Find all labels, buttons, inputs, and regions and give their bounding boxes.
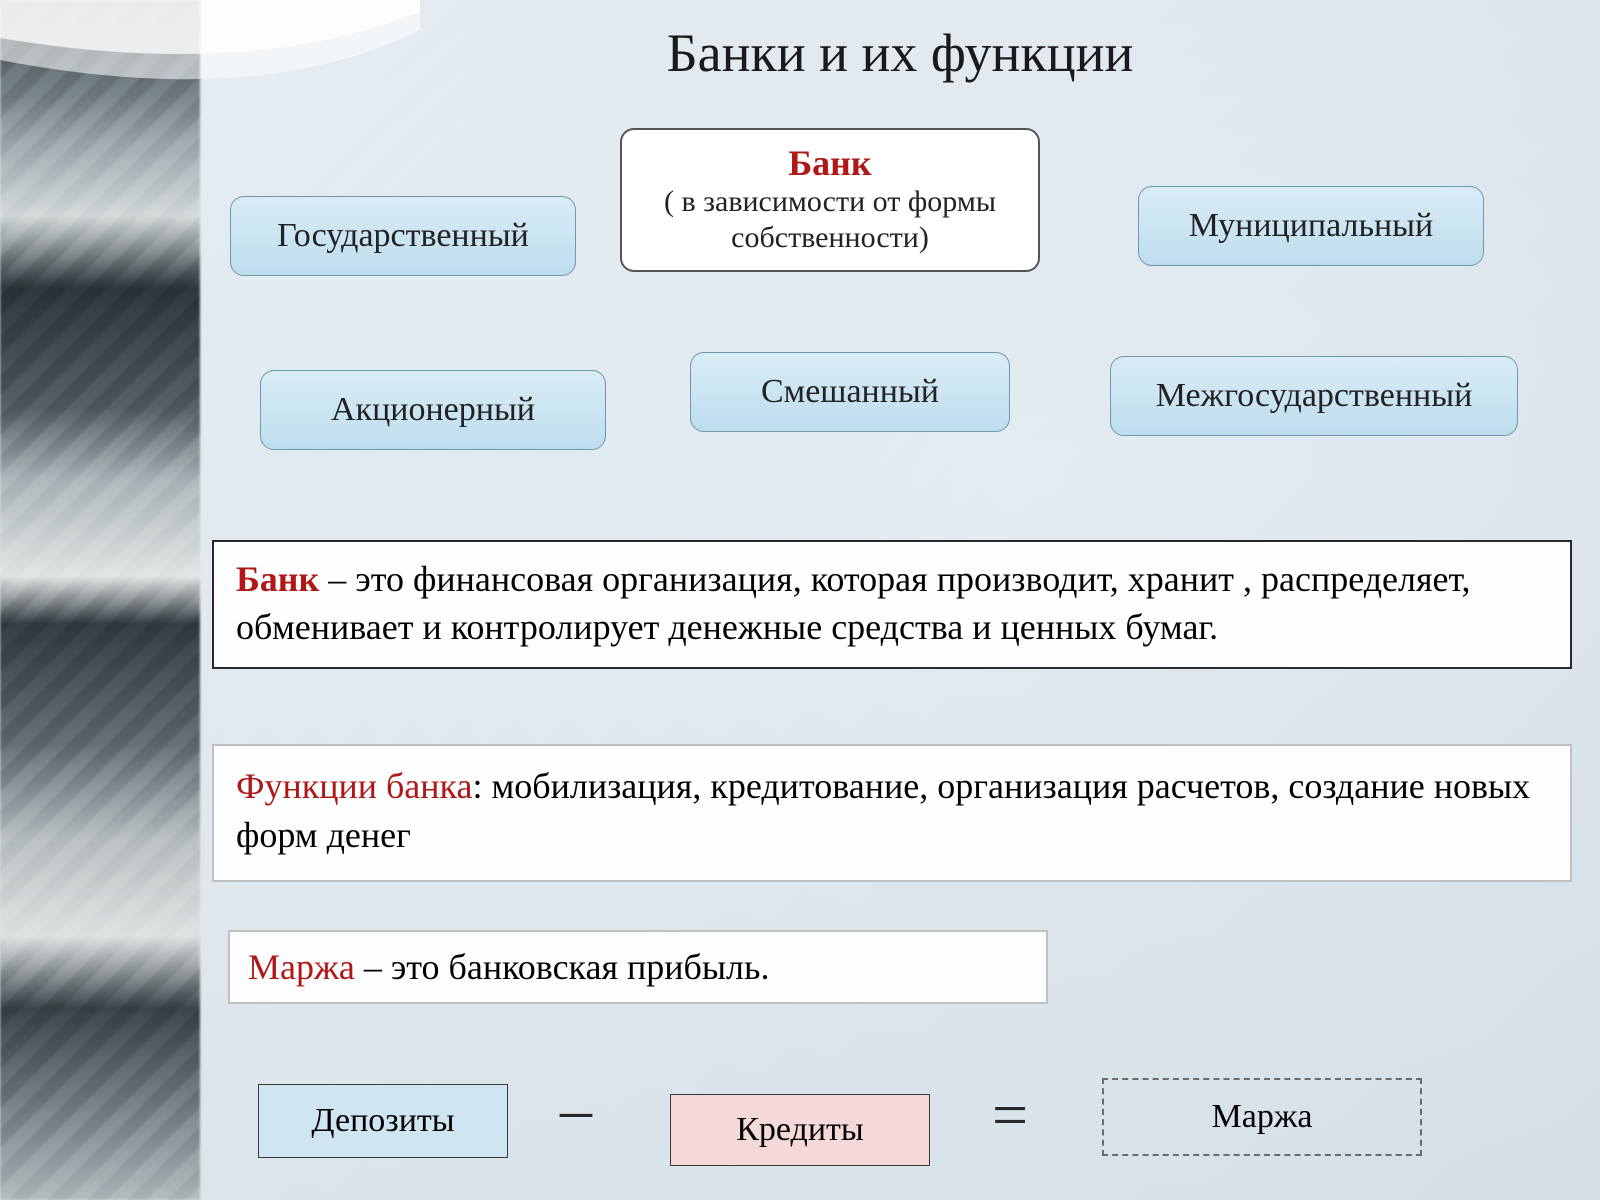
slide-title-text: Банки и их функции [667, 23, 1134, 83]
node-share-label: Акционерный [331, 391, 535, 429]
node-gov-label: Государственный [277, 217, 529, 255]
slide-title: Банки и их функции [200, 22, 1600, 84]
node-mix: Смешанный [690, 352, 1010, 432]
node-gov: Государственный [230, 196, 576, 276]
formula-deposit: Депозиты [258, 1084, 508, 1158]
left-photo-strip [0, 0, 200, 1200]
node-bank: Банк( в зависимости от формы собственнос… [620, 128, 1040, 272]
formula-credit-label: Кредиты [736, 1111, 864, 1149]
node-muni: Муниципальный [1138, 186, 1484, 266]
node-inter-label: Межгосударственный [1156, 377, 1473, 415]
definition-box: Банк – это финансовая организация, котор… [212, 540, 1572, 669]
node-bank-title: Банк [788, 142, 871, 184]
node-mix-label: Смешанный [761, 373, 939, 411]
formula-deposit-label: Депозиты [311, 1102, 454, 1140]
functions-keyword: Функции банка [236, 766, 472, 806]
slide-content: Банки и их функции Банк( в зависимости о… [200, 0, 1600, 1200]
definition-rest: – это финансовая организация, которая пр… [236, 559, 1471, 647]
formula-minus: – [560, 1072, 592, 1146]
definition-keyword: Банк [236, 559, 319, 599]
node-muni-label: Муниципальный [1189, 207, 1433, 245]
functions-box: Функции банка: мобилизация, кредитование… [212, 744, 1572, 882]
formula-equals: = [992, 1078, 1028, 1152]
node-inter: Межгосударственный [1110, 356, 1518, 436]
margin-keyword: Маржа [248, 947, 355, 987]
margin-text: Маржа – это банковская прибыль. [248, 946, 1028, 988]
definition-text: Банк – это финансовая организация, котор… [236, 556, 1548, 651]
node-bank-subtitle: ( в зависимости от формы собственности) [642, 184, 1018, 256]
formula-margin: Маржа [1102, 1078, 1422, 1156]
node-share: Акционерный [260, 370, 606, 450]
margin-box: Маржа – это банковская прибыль. [228, 930, 1048, 1004]
margin-rest: – это банковская прибыль. [355, 947, 770, 987]
formula-credit: Кредиты [670, 1094, 930, 1166]
functions-text: Функции банка: мобилизация, кредитование… [236, 762, 1548, 860]
formula-margin-label: Маржа [1212, 1098, 1313, 1136]
